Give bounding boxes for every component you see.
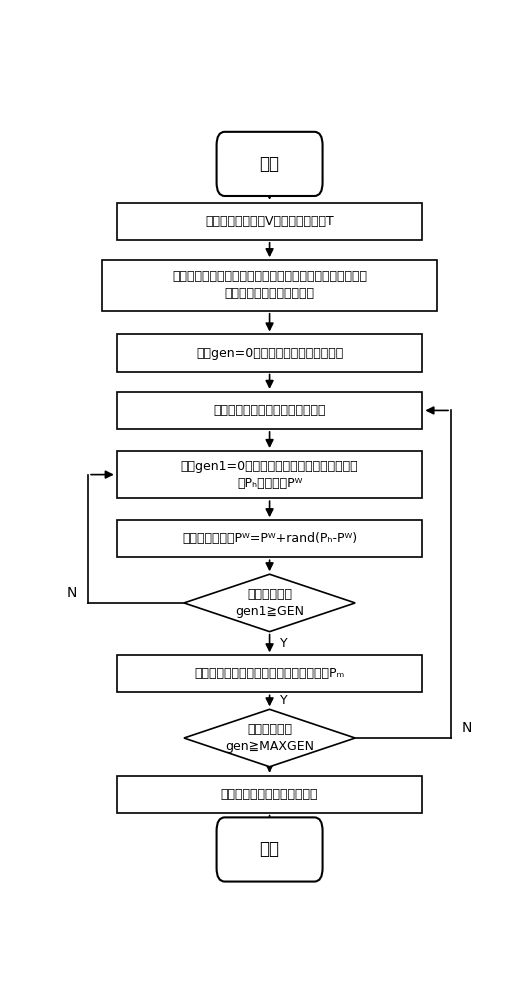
Text: Y: Y (280, 637, 288, 650)
Text: 开始: 开始 (259, 155, 280, 173)
Text: 确定调度决策变量V，划分周期时段T: 确定调度决策变量V，划分周期时段T (205, 215, 334, 228)
Text: 确定初始种群规模，全局迭代次数，子种群数，每个子种群
个体数量，子种群迭代次数: 确定初始种群规模，全局迭代次数，子种群数，每个子种群 个体数量，子种群迭代次数 (172, 270, 367, 300)
Text: 全局迭代次数
gen≧MAXGEN: 全局迭代次数 gen≧MAXGEN (225, 723, 314, 753)
Text: 设置gen=0，基于混沌理论生成初始解: 设置gen=0，基于混沌理论生成初始解 (196, 347, 343, 360)
FancyBboxPatch shape (117, 520, 422, 557)
Text: 输出水库群适应性调度最优解: 输出水库群适应性调度最优解 (221, 788, 318, 801)
Text: 设置gen1=0，划分子种群，确定各子种群最优
解Pₕ与最差解Pᵂ: 设置gen1=0，划分子种群，确定各子种群最优 解Pₕ与最差解Pᵂ (181, 460, 358, 490)
Text: 重新混合、排序与分组，确定全局最优解Pₘ: 重新混合、排序与分组，确定全局最优解Pₘ (195, 667, 345, 680)
FancyBboxPatch shape (217, 132, 322, 196)
FancyBboxPatch shape (117, 776, 422, 813)
Text: 种群划分子种群，计算适应度函数: 种群划分子种群，计算适应度函数 (214, 404, 326, 417)
Text: 局部更新最差解Pᵂ=Pᵂ+rand(Pₕ-Pᵂ): 局部更新最差解Pᵂ=Pᵂ+rand(Pₕ-Pᵂ) (182, 532, 357, 545)
Polygon shape (184, 574, 355, 632)
FancyBboxPatch shape (117, 334, 422, 372)
FancyBboxPatch shape (117, 203, 422, 240)
Polygon shape (184, 709, 355, 767)
FancyBboxPatch shape (217, 817, 322, 882)
FancyBboxPatch shape (103, 260, 437, 311)
Text: N: N (462, 721, 472, 735)
Text: N: N (67, 586, 77, 600)
FancyBboxPatch shape (117, 655, 422, 692)
Text: Y: Y (280, 694, 288, 707)
Text: 局部迭代次数
gen1≧GEN: 局部迭代次数 gen1≧GEN (235, 588, 304, 618)
FancyBboxPatch shape (117, 451, 422, 498)
Text: 结束: 结束 (259, 840, 280, 858)
FancyBboxPatch shape (117, 392, 422, 429)
